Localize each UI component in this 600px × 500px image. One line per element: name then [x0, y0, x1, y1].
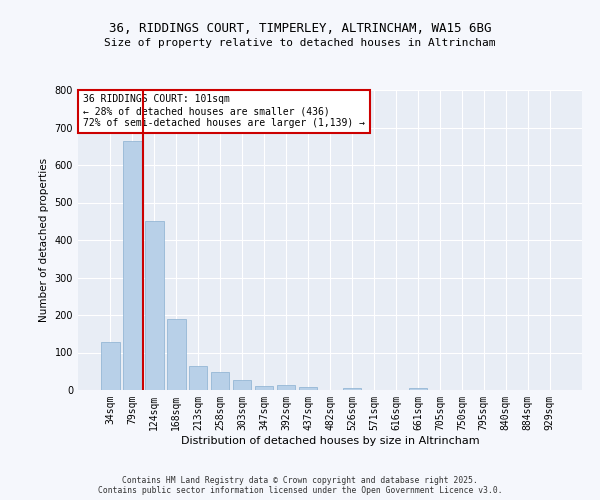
Text: 36, RIDDINGS COURT, TIMPERLEY, ALTRINCHAM, WA15 6BG: 36, RIDDINGS COURT, TIMPERLEY, ALTRINCHA…: [109, 22, 491, 36]
Bar: [101, 342, 119, 390]
Text: Contains HM Land Registry data © Crown copyright and database right 2025.
Contai: Contains HM Land Registry data © Crown c…: [98, 476, 502, 495]
Bar: [343, 388, 361, 390]
Text: 36 RIDDINGS COURT: 101sqm
← 28% of detached houses are smaller (436)
72% of semi: 36 RIDDINGS COURT: 101sqm ← 28% of detac…: [83, 94, 365, 128]
Bar: [189, 366, 208, 390]
Bar: [255, 386, 274, 390]
X-axis label: Distribution of detached houses by size in Altrincham: Distribution of detached houses by size …: [181, 436, 479, 446]
Bar: [145, 220, 164, 390]
Bar: [277, 385, 295, 390]
Y-axis label: Number of detached properties: Number of detached properties: [39, 158, 49, 322]
Bar: [211, 372, 229, 390]
Bar: [299, 387, 317, 390]
Bar: [409, 388, 427, 390]
Text: Size of property relative to detached houses in Altrincham: Size of property relative to detached ho…: [104, 38, 496, 48]
Bar: [123, 142, 142, 390]
Bar: [233, 380, 251, 390]
Bar: [167, 319, 185, 390]
